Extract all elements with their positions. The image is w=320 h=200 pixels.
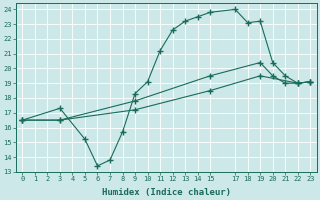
X-axis label: Humidex (Indice chaleur): Humidex (Indice chaleur): [102, 188, 231, 197]
